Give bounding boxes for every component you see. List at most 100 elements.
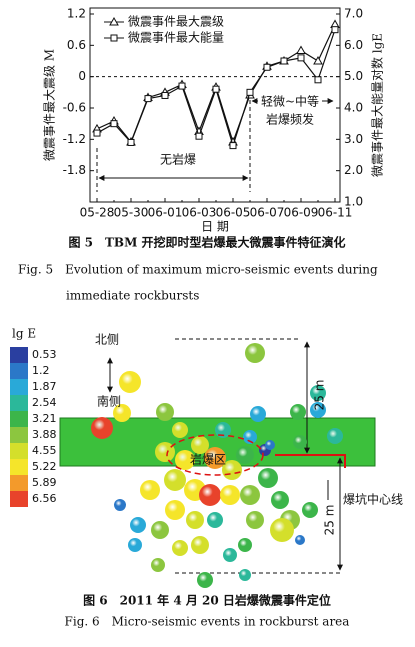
x-tick-label: 05-28	[80, 206, 115, 220]
event-sphere	[155, 442, 175, 462]
event-sphere	[207, 512, 223, 528]
event-sphere	[91, 417, 113, 439]
label: 北侧	[95, 333, 119, 347]
y-axis-label: 微震事件最大震级 M	[43, 49, 57, 161]
event-sphere	[223, 548, 237, 562]
colorbar-swatch	[10, 363, 28, 379]
event-sphere	[290, 404, 306, 420]
annotation: 轻微~中等	[261, 94, 319, 109]
point	[127, 138, 135, 146]
colorbar-swatch	[10, 379, 28, 395]
event-sphere	[238, 538, 252, 552]
legend-marker	[109, 16, 119, 26]
y2-tick-label: 7.0	[344, 7, 363, 21]
event-sphere	[270, 518, 294, 542]
colorbar-title: lg E	[12, 327, 36, 341]
colorbar-label: 4.55	[32, 444, 57, 457]
label: 25 m	[323, 505, 337, 536]
point	[280, 57, 288, 65]
label: 25 m	[313, 380, 327, 411]
event-sphere	[302, 502, 318, 518]
y2-tick-label: 3.0	[344, 132, 363, 146]
event-sphere	[204, 447, 226, 469]
caption: 图 6 2011 年 4 月 20 日岩爆微震事件定位	[83, 593, 331, 608]
colorbar-label: 5.22	[32, 460, 57, 473]
colorbar-swatch	[10, 347, 28, 363]
caption: Fig. 6 Micro-seismic events in rockburst…	[65, 615, 350, 629]
colorbar-label: 0.53	[32, 348, 57, 361]
point	[229, 142, 237, 150]
figure-6: 北侧 南侧 岩爆区 25 m 25 m 爆坑中心线 lg E 0.53 1.2 1.…	[10, 327, 403, 588]
colorbar-label: 6.56	[32, 492, 57, 505]
colorbar-label: 5.89	[32, 476, 57, 489]
colorbar-swatch	[10, 491, 28, 507]
point	[212, 85, 220, 93]
event-sphere	[119, 371, 141, 393]
y2-tick-label: 1.0	[344, 195, 363, 209]
event-sphere	[172, 540, 188, 556]
point	[297, 54, 305, 62]
annotation-box	[258, 94, 322, 128]
x-tick-label: 06-05	[216, 206, 251, 220]
x-tick-label: 06-03	[182, 206, 217, 220]
event-sphere	[199, 484, 221, 506]
y2-tick-label: 5.0	[344, 69, 363, 83]
figure-5: 1.2 0.6 0 -0.6 -1.2 -1.8 7.0 6.0 5.0 4.0 3.0 2.0 1.0…	[43, 7, 385, 234]
point	[161, 91, 169, 99]
colorbar-swatch	[10, 395, 28, 411]
event-sphere	[186, 511, 204, 529]
event-sphere	[151, 558, 165, 572]
x-tick-label: 05-30	[114, 206, 149, 220]
event-sphere	[243, 430, 257, 444]
y-tick-label: -1.8	[63, 163, 86, 177]
events	[91, 343, 343, 588]
caption: immediate rockbursts	[66, 289, 199, 303]
event-sphere	[164, 469, 186, 491]
event-sphere	[140, 480, 160, 500]
point	[178, 82, 186, 90]
event-sphere	[197, 572, 213, 588]
y2-tick-label: 6.0	[344, 38, 363, 52]
legend-label: 微震事件最大能量	[128, 31, 224, 45]
event-sphere	[156, 403, 174, 421]
point	[263, 63, 271, 71]
event-sphere	[310, 385, 326, 401]
event-sphere	[246, 511, 264, 529]
event-sphere	[191, 436, 209, 454]
rockburst-zone	[166, 434, 264, 476]
x-tick-label: 06-09	[284, 206, 319, 220]
event-sphere	[239, 569, 251, 581]
y2-axis-label: 微震事件最大能量对数 lgE	[370, 33, 385, 177]
legend-marker	[110, 34, 118, 42]
event-sphere	[151, 521, 169, 539]
colorbar-label: 1.2	[32, 364, 50, 377]
y-tick-label: 1.2	[67, 7, 86, 21]
label: 岩爆区	[190, 452, 226, 467]
point	[314, 76, 322, 84]
colorbar-swatch	[10, 411, 28, 427]
point	[296, 45, 306, 55]
event-sphere	[310, 402, 326, 418]
event-sphere	[215, 422, 231, 438]
point	[331, 26, 339, 34]
event-sphere	[258, 468, 278, 488]
caption: 图 5 TBM 开挖即时型岩爆最大微震事件特征演化	[68, 235, 345, 250]
point	[313, 55, 323, 65]
point	[195, 132, 203, 140]
colorbar-swatch	[10, 459, 28, 475]
event-sphere	[236, 446, 254, 464]
colorbar-label: 2.54	[32, 396, 57, 409]
event-sphere	[265, 440, 275, 450]
colorbar-label: 3.88	[32, 428, 57, 441]
event-sphere	[128, 538, 142, 552]
annotation: 无岩爆	[160, 152, 196, 167]
y2-tick-label: 4.0	[344, 101, 363, 115]
x-tick-label: 06-11	[318, 206, 353, 220]
event-sphere	[114, 499, 126, 511]
label: 南侧	[97, 394, 121, 409]
point	[246, 88, 254, 96]
event-sphere	[295, 535, 305, 545]
y-tick-label: 0.6	[67, 38, 86, 52]
event-sphere	[172, 422, 188, 438]
